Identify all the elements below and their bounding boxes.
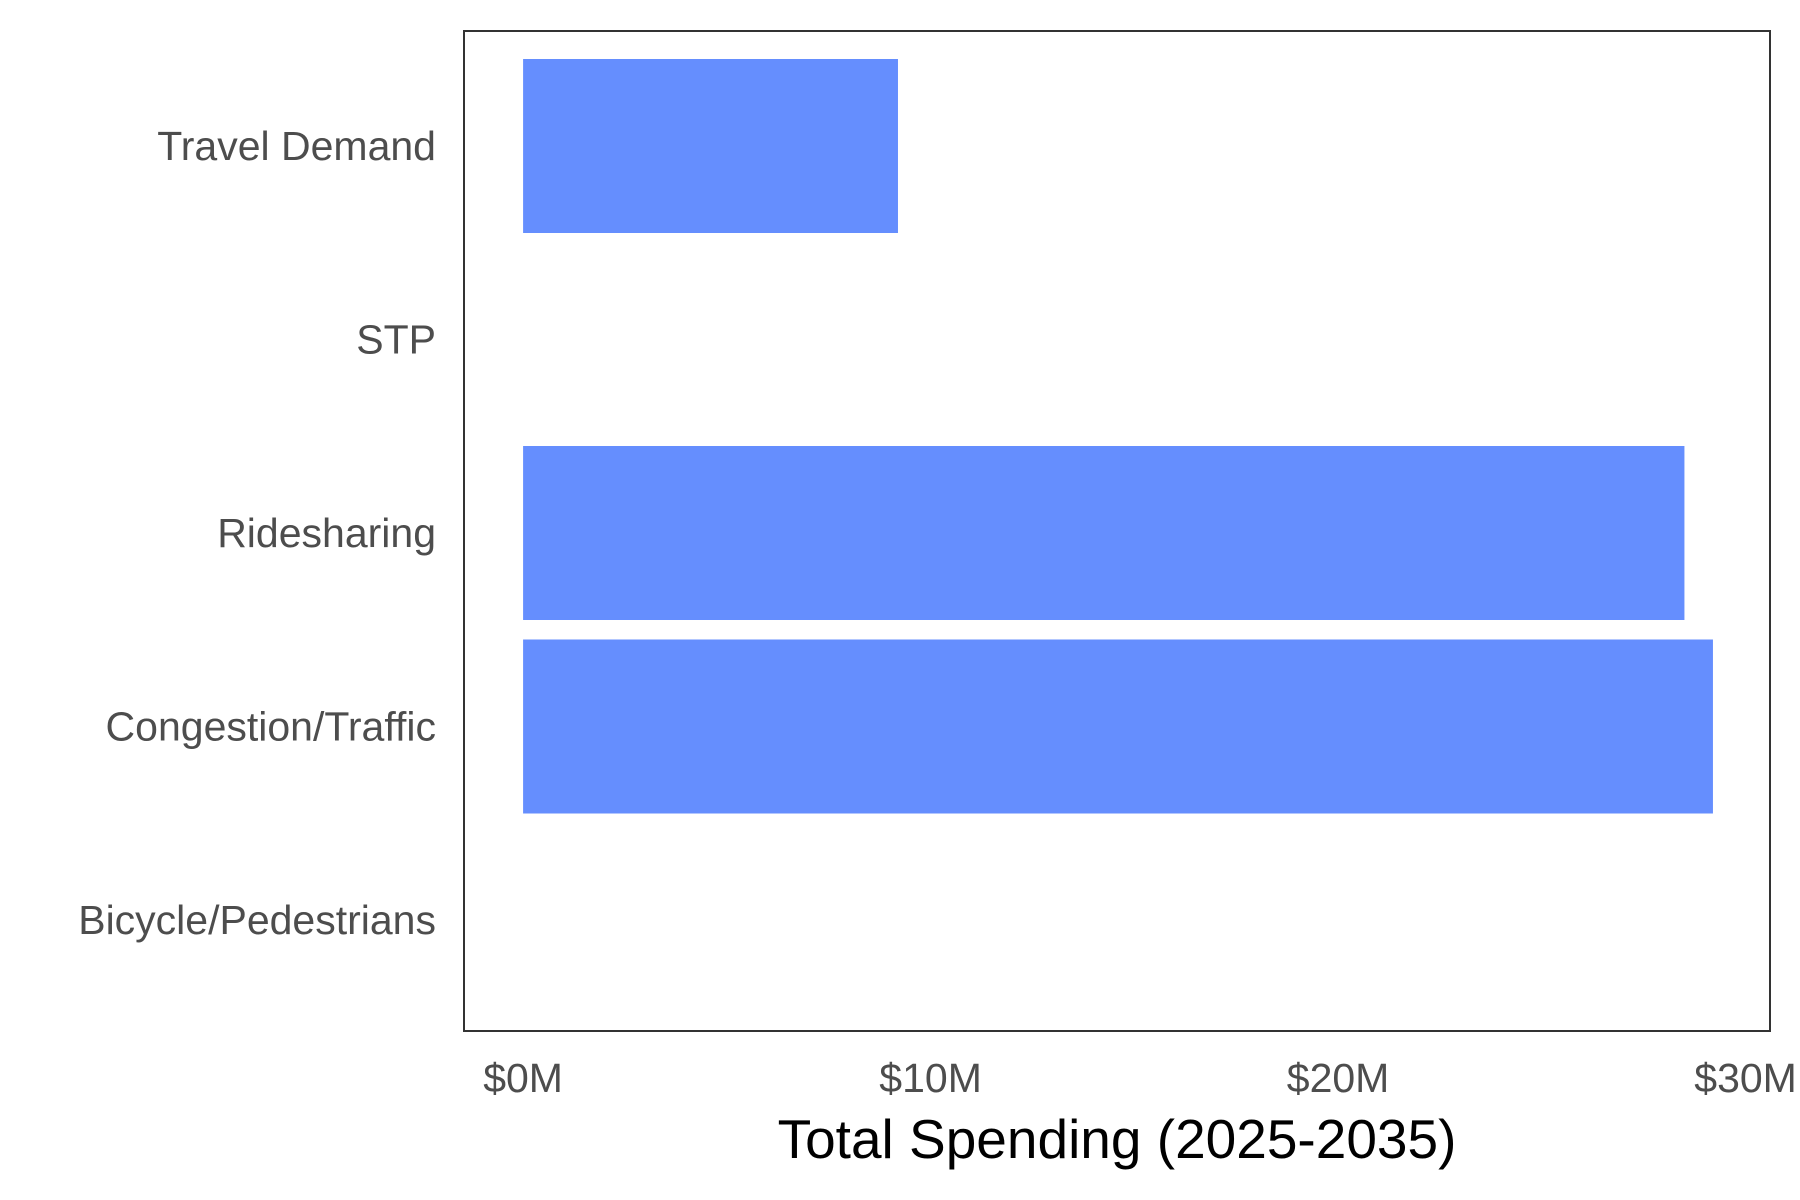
x-tick-label-30: $30M [1694, 1055, 1797, 1101]
bars-layer [523, 59, 1713, 814]
x-axis-title: Total Spending (2025-2035) [778, 1108, 1457, 1170]
y-tick-labels: Travel Demand STP Ridesharing Congestion/Tr… [78, 123, 436, 943]
y-tick-label-bicycle-pedestrians: Bicycle/Pedestrians [78, 897, 436, 943]
y-tick-label-stp: STP [356, 317, 436, 363]
x-tick-label-10: $10M [879, 1055, 982, 1101]
x-tick-label-20: $20M [1287, 1055, 1390, 1101]
bar-travel-demand [523, 59, 898, 233]
bar-ridesharing [523, 446, 1685, 620]
bar-congestion-traffic [523, 639, 1713, 814]
x-tick-labels: $0M $10M $20M $30M [483, 1055, 1797, 1101]
x-tick-label-0: $0M [483, 1055, 563, 1101]
y-tick-label-travel-demand: Travel Demand [157, 123, 436, 169]
y-tick-label-ridesharing: Ridesharing [217, 510, 436, 556]
y-tick-label-congestion-traffic: Congestion/Traffic [106, 704, 436, 750]
plot-frame [463, 30, 1771, 1032]
